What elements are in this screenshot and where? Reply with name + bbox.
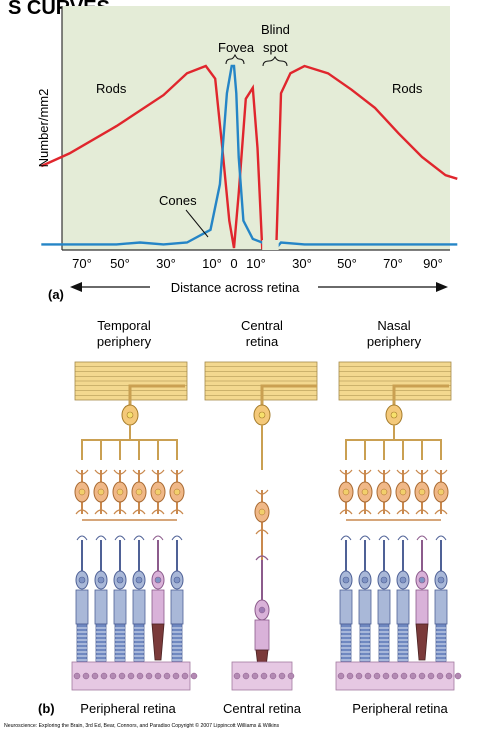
bipolar-cell: [433, 469, 449, 515]
rod-photoreceptor: [434, 535, 448, 663]
rods-right-label: Rods: [392, 81, 423, 96]
temporal-caption: Peripheral retina: [80, 701, 176, 716]
ganglion-cell: [385, 384, 449, 426]
blind-spot-gap: [262, 240, 279, 250]
cones-label-leader: [185, 209, 209, 238]
copyright-credit: Neuroscience: Exploring the Brain, 3rd E…: [4, 722, 280, 729]
x-tick-label: 30°: [156, 256, 176, 271]
rod-photoreceptor: [113, 535, 127, 663]
cones-label: Cones: [159, 193, 197, 208]
temporal-title-line1: Temporal: [97, 318, 151, 333]
nasal-caption: Peripheral retina: [352, 701, 448, 716]
bipolar-cell: [414, 469, 430, 515]
bipolar-cell: [376, 469, 392, 515]
distance-arrow: [70, 282, 448, 292]
rods-left-label: Rods: [96, 81, 127, 96]
central-caption: Central retina: [223, 701, 302, 716]
x-tick-label: 50°: [110, 256, 130, 271]
blind-spot-label-line1: Blind: [261, 22, 290, 37]
rod-photoreceptor: [132, 535, 146, 663]
temporal-periphery-circuit: [71, 361, 198, 691]
rod-photoreceptor: [358, 535, 372, 663]
x-tick-label: 70°: [72, 256, 92, 271]
bipolar-cell: [338, 469, 354, 515]
rod-photoreceptor: [170, 535, 184, 663]
bipolar-cell: [93, 469, 109, 515]
x-tick-label: 10°: [202, 256, 222, 271]
x-tick-label: 70°: [383, 256, 403, 271]
blind-spot-brace: [262, 55, 288, 67]
rod-photoreceptor: [396, 535, 410, 663]
bipolar-cell: [395, 469, 411, 515]
bipolar-cell: [254, 489, 270, 535]
bipolar-cell: [74, 469, 90, 515]
x-tick-labels: 70° 50° 30° 10° 0 10° 30° 50° 70° 90°: [72, 256, 443, 271]
bipolar-cell: [169, 469, 185, 515]
nasal-title-line1: Nasal: [377, 318, 410, 333]
x-tick-label: 10°: [246, 256, 266, 271]
blind-spot-label-line2: spot: [263, 40, 288, 55]
cones-series-line: [41, 64, 458, 250]
fovea-label: Fovea: [218, 40, 255, 55]
temporal-title-line2: periphery: [97, 334, 152, 349]
ganglion-axon-bundle: [204, 361, 318, 401]
cone-photoreceptor: [151, 535, 165, 661]
cone-photoreceptor: [415, 535, 429, 661]
bipolar-cell: [131, 469, 147, 515]
ganglion-cell: [121, 384, 185, 426]
x-tick-label: 90°: [423, 256, 443, 271]
central-retina-circuit: [204, 361, 318, 691]
rod-photoreceptor: [94, 535, 108, 663]
bipolar-cell: [357, 469, 373, 515]
rods-series-line: [40, 64, 458, 250]
y-axis-label: Number/mm2: [36, 89, 51, 168]
panel-b-label: (b): [38, 701, 55, 716]
pigment-epithelium: [71, 661, 198, 691]
x-tick-label: 50°: [337, 256, 357, 271]
panel-a-label: (a): [48, 287, 64, 302]
rod-photoreceptor: [377, 535, 391, 663]
fovea-brace: [225, 53, 245, 65]
pigment-epithelium: [231, 661, 295, 691]
central-title-line2: retina: [246, 334, 279, 349]
pigment-epithelium: [335, 661, 462, 691]
rod-photoreceptor: [339, 535, 353, 663]
bipolar-cell: [150, 469, 166, 515]
central-title-line1: Central: [241, 318, 283, 333]
rod-photoreceptor: [75, 535, 89, 663]
x-tick-label: 0: [230, 256, 237, 271]
cone-photoreceptor: [254, 555, 270, 677]
nasal-periphery-circuit: [335, 361, 462, 691]
bipolar-cell: [112, 469, 128, 515]
x-tick-label: 30°: [292, 256, 312, 271]
distance-caption: Distance across retina: [171, 280, 300, 295]
nasal-title-line2: periphery: [367, 334, 422, 349]
